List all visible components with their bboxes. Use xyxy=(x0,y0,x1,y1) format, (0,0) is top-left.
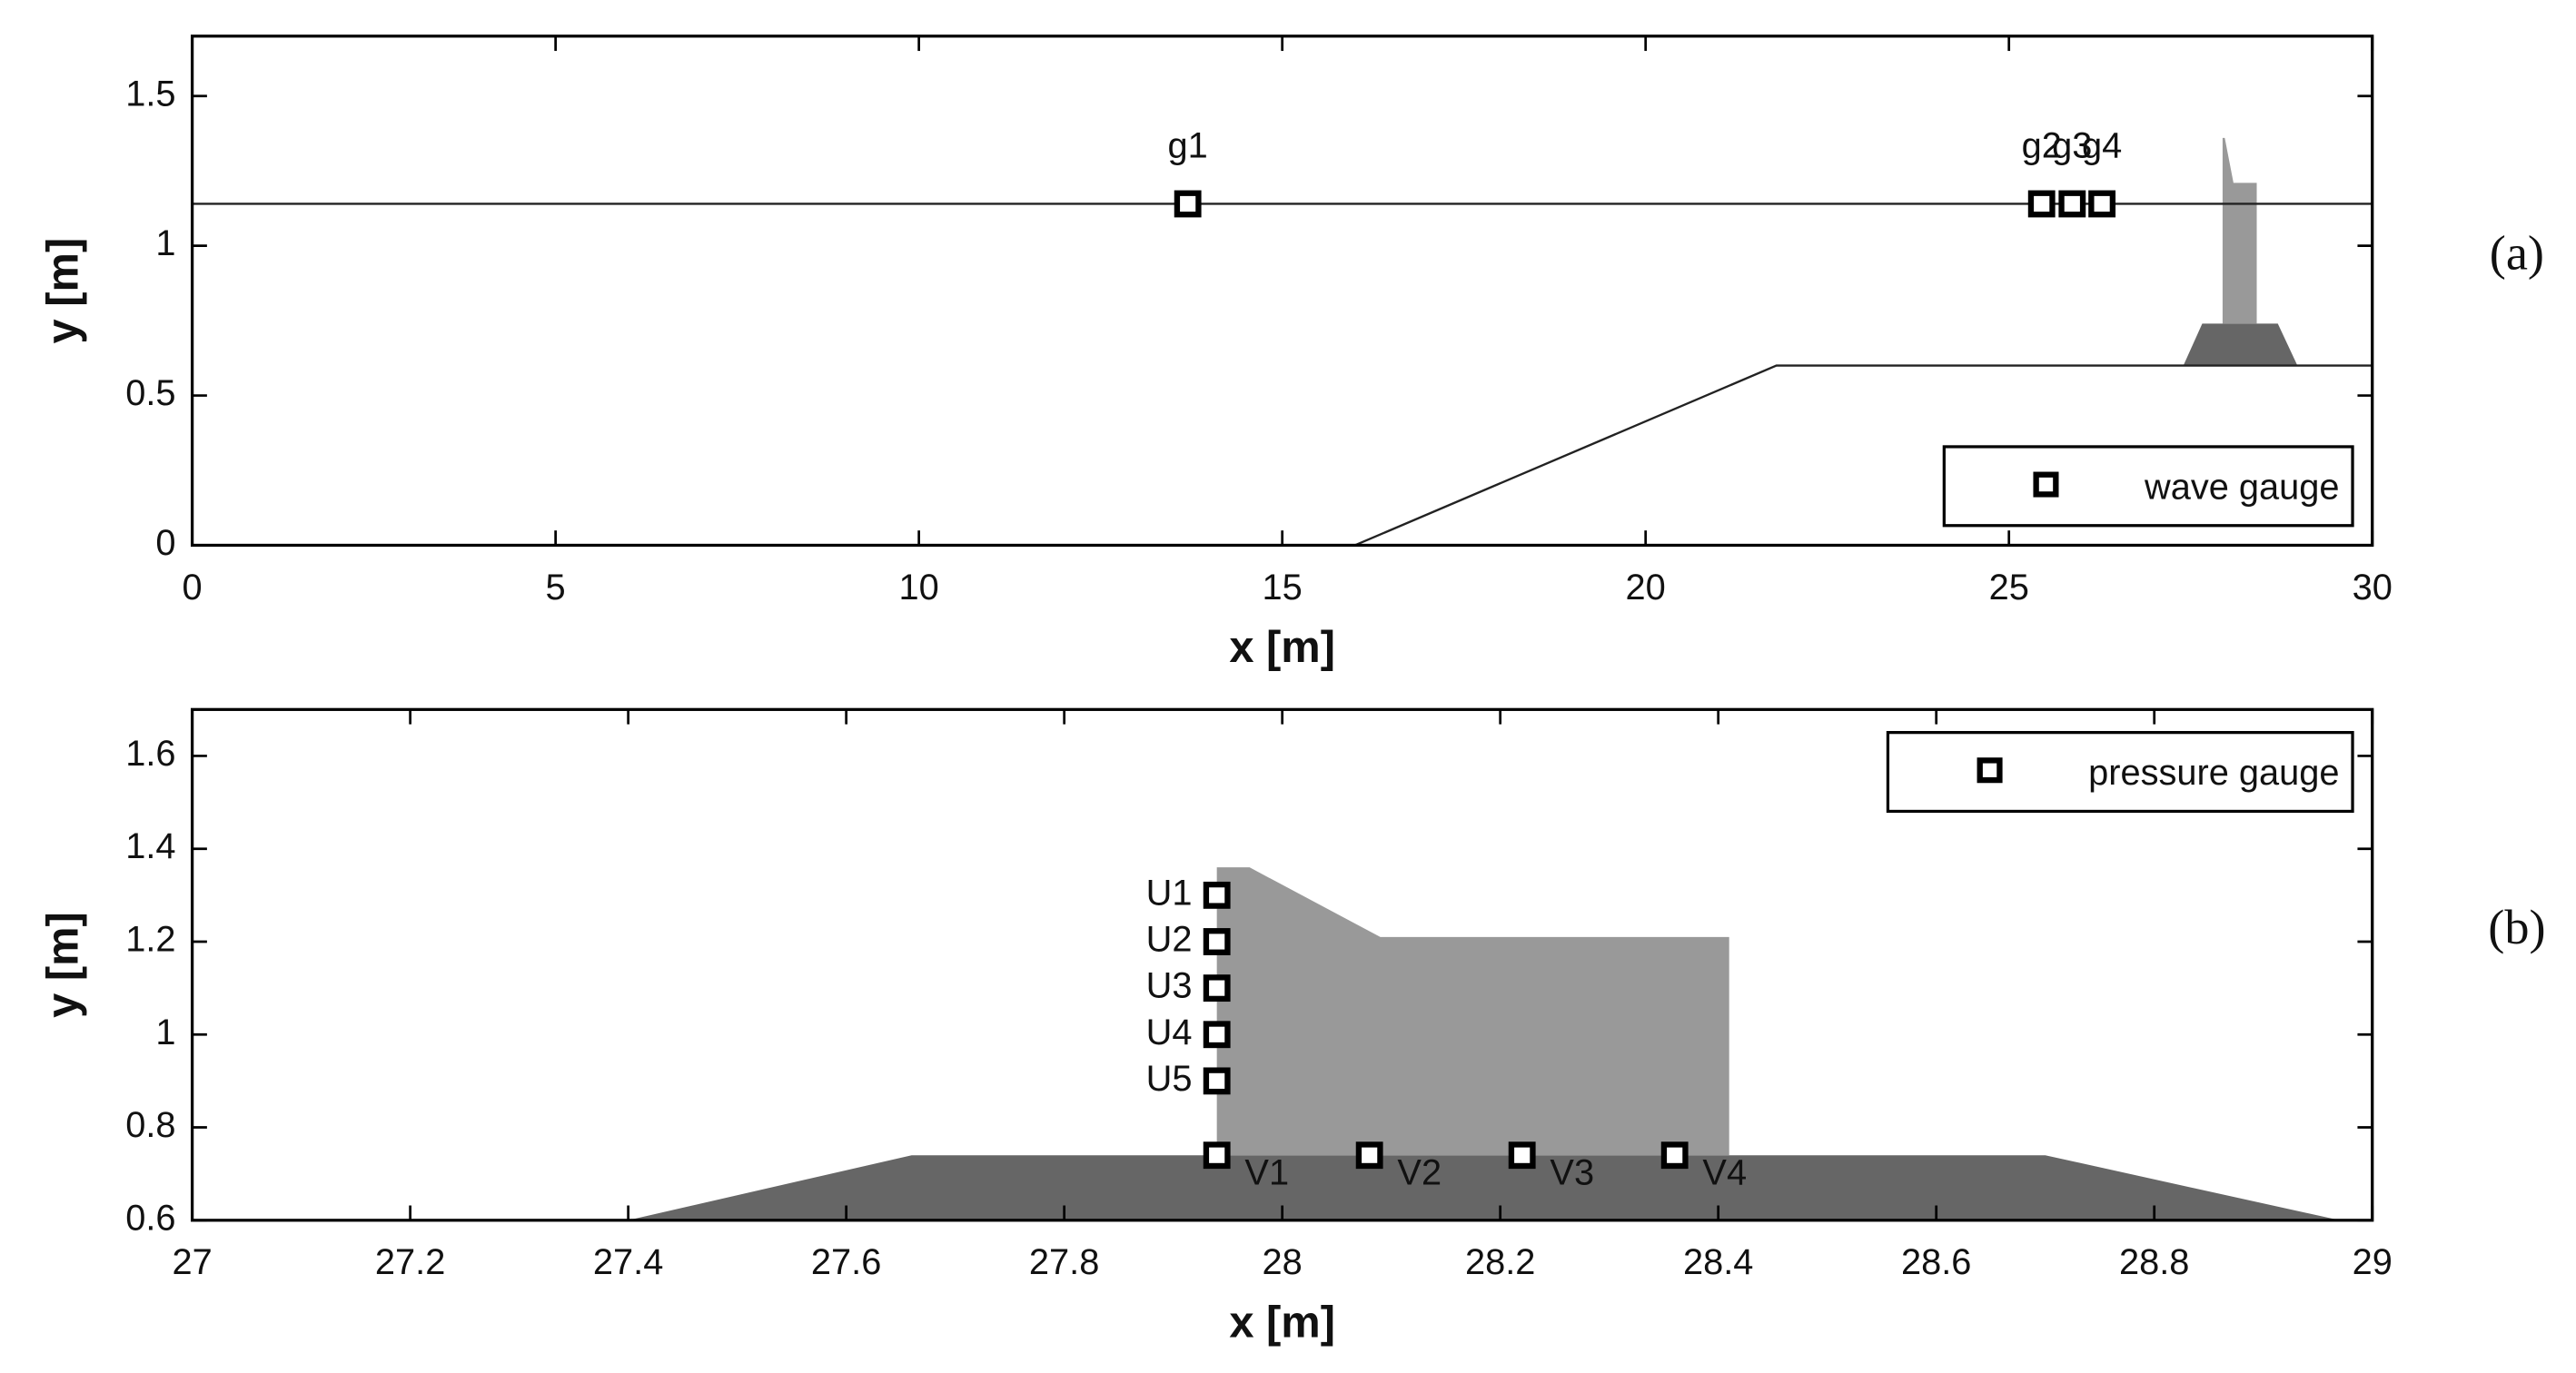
x-tick-label: 27.8 xyxy=(1029,1242,1099,1282)
y-tick-label: 1.2 xyxy=(125,920,175,960)
caisson xyxy=(2222,137,2257,324)
gauge-label: V1 xyxy=(1244,1152,1289,1192)
bathymetry-line xyxy=(1354,364,2373,547)
x-axis-label: x [m] xyxy=(1229,623,1335,672)
x-axis-label: x [m] xyxy=(1229,1298,1335,1347)
x-tick-label: 27 xyxy=(172,1242,212,1282)
x-tick-label: 28.4 xyxy=(1683,1242,1753,1282)
x-tick-label: 27.2 xyxy=(375,1242,445,1282)
x-tick-label: 27.6 xyxy=(811,1242,881,1282)
gauge-marker xyxy=(1203,1067,1231,1095)
gauge-marker xyxy=(1203,1141,1231,1170)
y-tick-label: 0.5 xyxy=(125,373,175,413)
x-tick-label: 27.4 xyxy=(593,1242,663,1282)
x-tick-label: 10 xyxy=(899,568,939,607)
gauge-label: g2 xyxy=(2022,126,2062,166)
y-tick-label: 1 xyxy=(155,1012,175,1052)
legend-label: pressure gauge xyxy=(2088,753,2339,793)
gauge-marker xyxy=(1660,1141,1689,1170)
y-tick-label: 1.5 xyxy=(125,74,175,114)
legend-box xyxy=(1942,445,2354,528)
gauge-marker xyxy=(1355,1141,1383,1170)
gauge-label: g1 xyxy=(1168,126,1208,166)
gauge-label: U5 xyxy=(1146,1059,1193,1099)
gauge-marker xyxy=(1203,881,1231,909)
legend-box xyxy=(1886,731,2354,814)
x-tick-label: 28.2 xyxy=(1465,1242,1535,1282)
gauge-marker xyxy=(1203,974,1231,1003)
gauge-label: U3 xyxy=(1146,966,1193,1006)
caisson xyxy=(1216,867,1729,1156)
y-axis-label: y [m] xyxy=(38,238,87,344)
x-tick-label: 28.6 xyxy=(1901,1242,1971,1282)
x-tick-label: 20 xyxy=(1626,568,1666,607)
y-tick-label: 1.6 xyxy=(125,734,175,774)
x-tick-label: 28.8 xyxy=(2119,1242,2189,1282)
x-tick-label: 0 xyxy=(183,568,203,607)
gauge-marker xyxy=(2058,190,2086,218)
gauge-label: U1 xyxy=(1146,873,1193,913)
y-tick-label: 1.4 xyxy=(125,826,175,866)
y-tick-label: 0 xyxy=(155,523,175,563)
x-tick-label: 15 xyxy=(1263,568,1303,607)
gauge-label: g4 xyxy=(2082,126,2122,166)
x-tick-label: 28 xyxy=(1263,1242,1303,1282)
y-axis-label: y [m] xyxy=(38,912,87,1018)
gauge-label: V4 xyxy=(1702,1152,1747,1192)
gauge-marker xyxy=(2027,190,2056,218)
x-tick-label: 5 xyxy=(546,568,566,607)
gauge-marker xyxy=(2088,190,2116,218)
gauge-label: V3 xyxy=(1550,1152,1594,1192)
panel-label: (b) xyxy=(2488,900,2545,954)
x-tick-label: 29 xyxy=(2353,1242,2393,1282)
gauge-marker xyxy=(1508,1141,1536,1170)
x-tick-label: 25 xyxy=(1989,568,2029,607)
y-tick-label: 1 xyxy=(155,223,175,263)
legend: pressure gauge xyxy=(1886,731,2354,814)
legend-marker xyxy=(2033,471,2059,498)
panel-label: (a) xyxy=(2490,225,2544,280)
gauge-marker xyxy=(1203,928,1231,955)
y-tick-label: 0.8 xyxy=(125,1105,175,1145)
gauge-label: U2 xyxy=(1146,920,1193,960)
mound xyxy=(628,1155,2340,1220)
y-tick-label: 0.6 xyxy=(125,1198,175,1238)
gauge-marker xyxy=(1203,1021,1231,1049)
legend: wave gauge xyxy=(1942,445,2354,528)
legend-marker xyxy=(1977,757,2003,784)
legend-label: wave gauge xyxy=(2144,467,2340,507)
x-tick-label: 30 xyxy=(2353,568,2393,607)
gauge-label: U4 xyxy=(1146,1012,1193,1052)
gauge-marker xyxy=(1174,190,1202,218)
gauge-label: g3 xyxy=(2052,126,2092,166)
mound xyxy=(2183,323,2298,366)
gauge-label: V2 xyxy=(1397,1152,1442,1192)
